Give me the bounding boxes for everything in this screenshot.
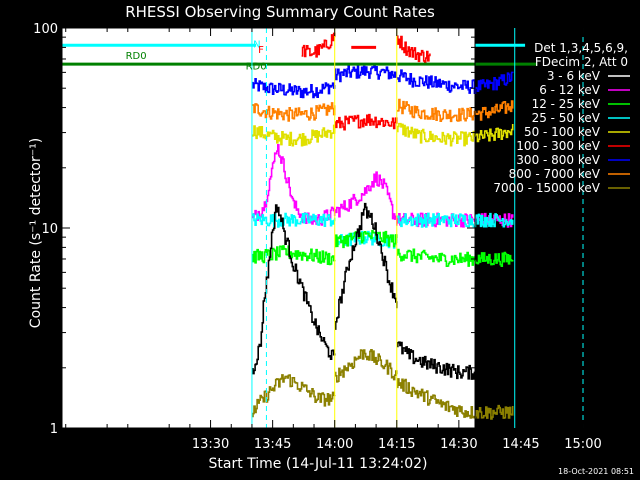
series-8-segment-2 xyxy=(396,378,514,420)
series-3-segment-2 xyxy=(396,35,431,64)
series-6-segment-0 xyxy=(251,245,336,266)
generation-timestamp: 18-Oct-2021 08:51 xyxy=(558,467,634,476)
x-tick-label: 14:00 xyxy=(316,437,353,452)
y-tick-label: 1 xyxy=(50,422,58,437)
series-0-segment-1 xyxy=(334,64,398,83)
legend-header-line-2: FDecim 2, Att 0 xyxy=(535,55,628,69)
x-tick-label: 14:45 xyxy=(502,437,539,452)
series-2-segment-1 xyxy=(396,122,514,147)
legend-label: 800 - 7000 keV xyxy=(509,167,601,181)
x-tick-label: 13:45 xyxy=(254,437,291,452)
y-tick-label: 10 xyxy=(41,222,58,237)
series-8-segment-0 xyxy=(251,374,336,418)
chart-title: RHESSI Observing Summary Count Rates xyxy=(125,3,435,21)
legend-header-line-1: Det 1,3,4,5,6,9, xyxy=(534,41,628,55)
legend: Det 1,3,4,5,6,9, FDecim 2, Att 0 3 - 6 k… xyxy=(493,41,630,195)
legend-label: 300 - 800 keV xyxy=(516,153,600,167)
y-axis-label: Count Rate (s⁻¹ detector⁻¹) xyxy=(28,138,44,328)
series-3-segment-1 xyxy=(334,113,398,131)
series-8-segment-1 xyxy=(334,349,398,383)
axes-layer: 13:30 13:45 14:00 14:15 14:30 14:45 15:00 1 10 10… xyxy=(33,22,602,452)
series-6-segment-1 xyxy=(334,229,398,249)
series-4-segment-1 xyxy=(334,171,398,226)
x-axis-label: Start Time (14-Jul-11 13:24:02) xyxy=(208,456,427,472)
series-layer xyxy=(251,32,514,420)
x-tick-label: 14:15 xyxy=(378,437,415,452)
legend-label: 100 - 300 keV xyxy=(516,139,600,153)
state-bars-layer xyxy=(62,43,538,66)
annotation-rd0: RD0 xyxy=(126,51,147,62)
series-2-segment-0 xyxy=(251,124,336,147)
x-tick-label: 13:30 xyxy=(192,437,229,452)
legend-label: 7000 - 15000 keV xyxy=(493,181,600,195)
y-tick-label: 100 xyxy=(33,22,58,37)
annotations-layer: NF RD0 RD0 xyxy=(126,39,267,72)
series-6-segment-2 xyxy=(396,248,514,267)
legend-label: 12 - 25 keV xyxy=(532,97,601,111)
legend-label: 6 - 12 keV xyxy=(539,83,601,97)
annotation-f: F xyxy=(258,45,264,56)
plot-area xyxy=(61,27,584,429)
x-tick-label: 15:00 xyxy=(564,437,601,452)
series-4-segment-0 xyxy=(251,144,336,226)
series-1-segment-0 xyxy=(251,102,336,122)
legend-label: 3 - 6 keV xyxy=(547,69,601,83)
vertical-markers-layer xyxy=(251,28,584,428)
series-5-segment-2 xyxy=(396,212,514,228)
series-7-segment-2 xyxy=(396,341,514,381)
series-1-segment-1 xyxy=(396,98,514,123)
series-0-segment-2 xyxy=(396,69,514,94)
series-7-segment-1 xyxy=(334,202,398,330)
legend-label: 50 - 100 keV xyxy=(524,125,601,139)
legend-label: 25 - 50 keV xyxy=(532,111,601,125)
series-3-segment-0 xyxy=(301,32,336,58)
x-tick-label: 14:30 xyxy=(440,437,477,452)
annotation-n: N xyxy=(253,39,260,50)
annotation-rd0: RD0 xyxy=(246,62,267,73)
plot-background xyxy=(62,28,475,428)
series-5-segment-1 xyxy=(334,230,398,249)
series-0-segment-0 xyxy=(251,78,336,99)
